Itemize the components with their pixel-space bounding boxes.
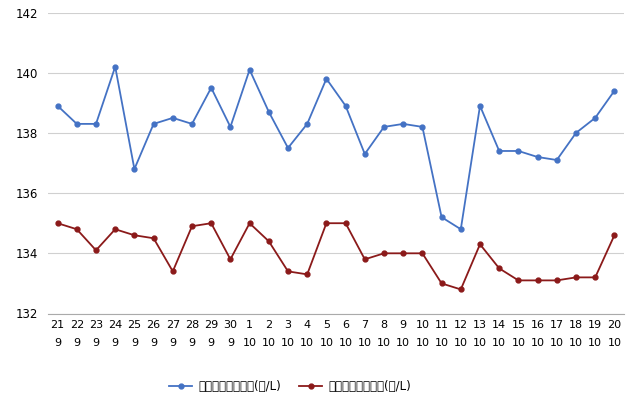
- ハイオク実売価格(円/L): [534, 278, 541, 283]
- ハイオク実売価格(円/L): [342, 221, 349, 226]
- ハイオク看板価格(円/L): [303, 121, 311, 126]
- ハイオク看板価格(円/L): [476, 103, 484, 108]
- ハイオク実売価格(円/L): [419, 251, 426, 256]
- Text: 10: 10: [377, 339, 391, 349]
- Text: 10: 10: [607, 339, 621, 349]
- Text: 10: 10: [511, 339, 525, 349]
- ハイオク看板価格(円/L): [457, 227, 465, 232]
- ハイオク実売価格(円/L): [572, 275, 580, 280]
- Text: 10: 10: [435, 339, 449, 349]
- ハイオク看板価格(円/L): [342, 103, 349, 108]
- ハイオク実売価格(円/L): [303, 272, 311, 277]
- ハイオク看板価格(円/L): [515, 148, 522, 153]
- ハイオク看板価格(円/L): [534, 155, 541, 160]
- ハイオク看板価格(円/L): [361, 151, 369, 156]
- ハイオク実売価格(円/L): [380, 251, 388, 256]
- ハイオク看板価格(円/L): [553, 158, 561, 163]
- ハイオク実売価格(円/L): [150, 236, 157, 241]
- Text: 10: 10: [588, 339, 602, 349]
- ハイオク看板価格(円/L): [572, 130, 580, 135]
- Text: 9: 9: [227, 339, 234, 349]
- Text: 10: 10: [262, 339, 276, 349]
- ハイオク看板価格(円/L): [323, 76, 330, 81]
- Text: 10: 10: [396, 339, 410, 349]
- ハイオク実売価格(円/L): [246, 221, 253, 226]
- Line: ハイオク実売価格(円/L): ハイオク実売価格(円/L): [55, 221, 617, 292]
- Text: 9: 9: [92, 339, 100, 349]
- ハイオク看板価格(円/L): [284, 145, 292, 150]
- Text: 10: 10: [550, 339, 564, 349]
- ハイオク実売価格(円/L): [92, 248, 100, 253]
- ハイオク看板価格(円/L): [591, 115, 599, 120]
- Line: ハイオク看板価格(円/L): ハイオク看板価格(円/L): [55, 64, 617, 232]
- ハイオク看板価格(円/L): [265, 110, 273, 115]
- ハイオク実売価格(円/L): [495, 266, 503, 271]
- Text: 9: 9: [188, 339, 196, 349]
- Text: 10: 10: [339, 339, 353, 349]
- ハイオク実売価格(円/L): [111, 227, 119, 232]
- ハイオク看板価格(円/L): [111, 64, 119, 69]
- ハイオク看板価格(円/L): [131, 166, 138, 171]
- ハイオク看板価格(円/L): [207, 85, 215, 90]
- ハイオク実売価格(円/L): [188, 224, 196, 229]
- Text: 10: 10: [569, 339, 583, 349]
- ハイオク看板価格(円/L): [188, 121, 196, 126]
- Text: 9: 9: [150, 339, 157, 349]
- Text: 10: 10: [415, 339, 429, 349]
- ハイオク実売価格(円/L): [515, 278, 522, 283]
- ハイオク実売価格(円/L): [457, 287, 465, 292]
- ハイオク看板価格(円/L): [438, 215, 445, 220]
- Text: 9: 9: [169, 339, 177, 349]
- Text: 10: 10: [454, 339, 468, 349]
- Text: 9: 9: [207, 339, 215, 349]
- Text: 10: 10: [243, 339, 257, 349]
- Text: 10: 10: [473, 339, 487, 349]
- Text: 9: 9: [131, 339, 138, 349]
- ハイオク実売価格(円/L): [227, 257, 234, 262]
- ハイオク実売価格(円/L): [73, 227, 81, 232]
- ハイオク看板価格(円/L): [399, 121, 407, 126]
- Text: 10: 10: [492, 339, 506, 349]
- ハイオク看板価格(円/L): [227, 125, 234, 130]
- Text: 10: 10: [300, 339, 314, 349]
- Text: 10: 10: [358, 339, 372, 349]
- ハイオク実売価格(円/L): [284, 269, 292, 274]
- Text: 10: 10: [531, 339, 545, 349]
- Text: 10: 10: [319, 339, 333, 349]
- Legend: ハイオク看板価格(円/L), ハイオク実売価格(円/L): ハイオク看板価格(円/L), ハイオク実売価格(円/L): [164, 375, 416, 398]
- ハイオク実売価格(円/L): [169, 269, 177, 274]
- ハイオク実売価格(円/L): [131, 233, 138, 238]
- Text: 9: 9: [111, 339, 119, 349]
- ハイオク看板価格(円/L): [495, 148, 503, 153]
- ハイオク看板価格(円/L): [611, 88, 618, 93]
- ハイオク実売価格(円/L): [476, 242, 484, 247]
- Text: 9: 9: [54, 339, 61, 349]
- ハイオク看板価格(円/L): [380, 125, 388, 130]
- ハイオク実売価格(円/L): [591, 275, 599, 280]
- ハイオク看板価格(円/L): [92, 121, 100, 126]
- ハイオク実売価格(円/L): [54, 221, 61, 226]
- ハイオク実売価格(円/L): [438, 281, 445, 286]
- ハイオク看板価格(円/L): [419, 125, 426, 130]
- ハイオク実売価格(円/L): [399, 251, 407, 256]
- Text: 9: 9: [73, 339, 81, 349]
- ハイオク看板価格(円/L): [169, 115, 177, 120]
- ハイオク実売価格(円/L): [323, 221, 330, 226]
- ハイオク実売価格(円/L): [265, 239, 273, 244]
- ハイオク実売価格(円/L): [553, 278, 561, 283]
- ハイオク実売価格(円/L): [361, 257, 369, 262]
- Text: 10: 10: [281, 339, 295, 349]
- ハイオク実売価格(円/L): [611, 233, 618, 238]
- ハイオク看板価格(円/L): [73, 121, 81, 126]
- ハイオク看板価格(円/L): [246, 67, 253, 72]
- ハイオク実売価格(円/L): [207, 221, 215, 226]
- ハイオク看板価格(円/L): [150, 121, 157, 126]
- ハイオク看板価格(円/L): [54, 103, 61, 108]
